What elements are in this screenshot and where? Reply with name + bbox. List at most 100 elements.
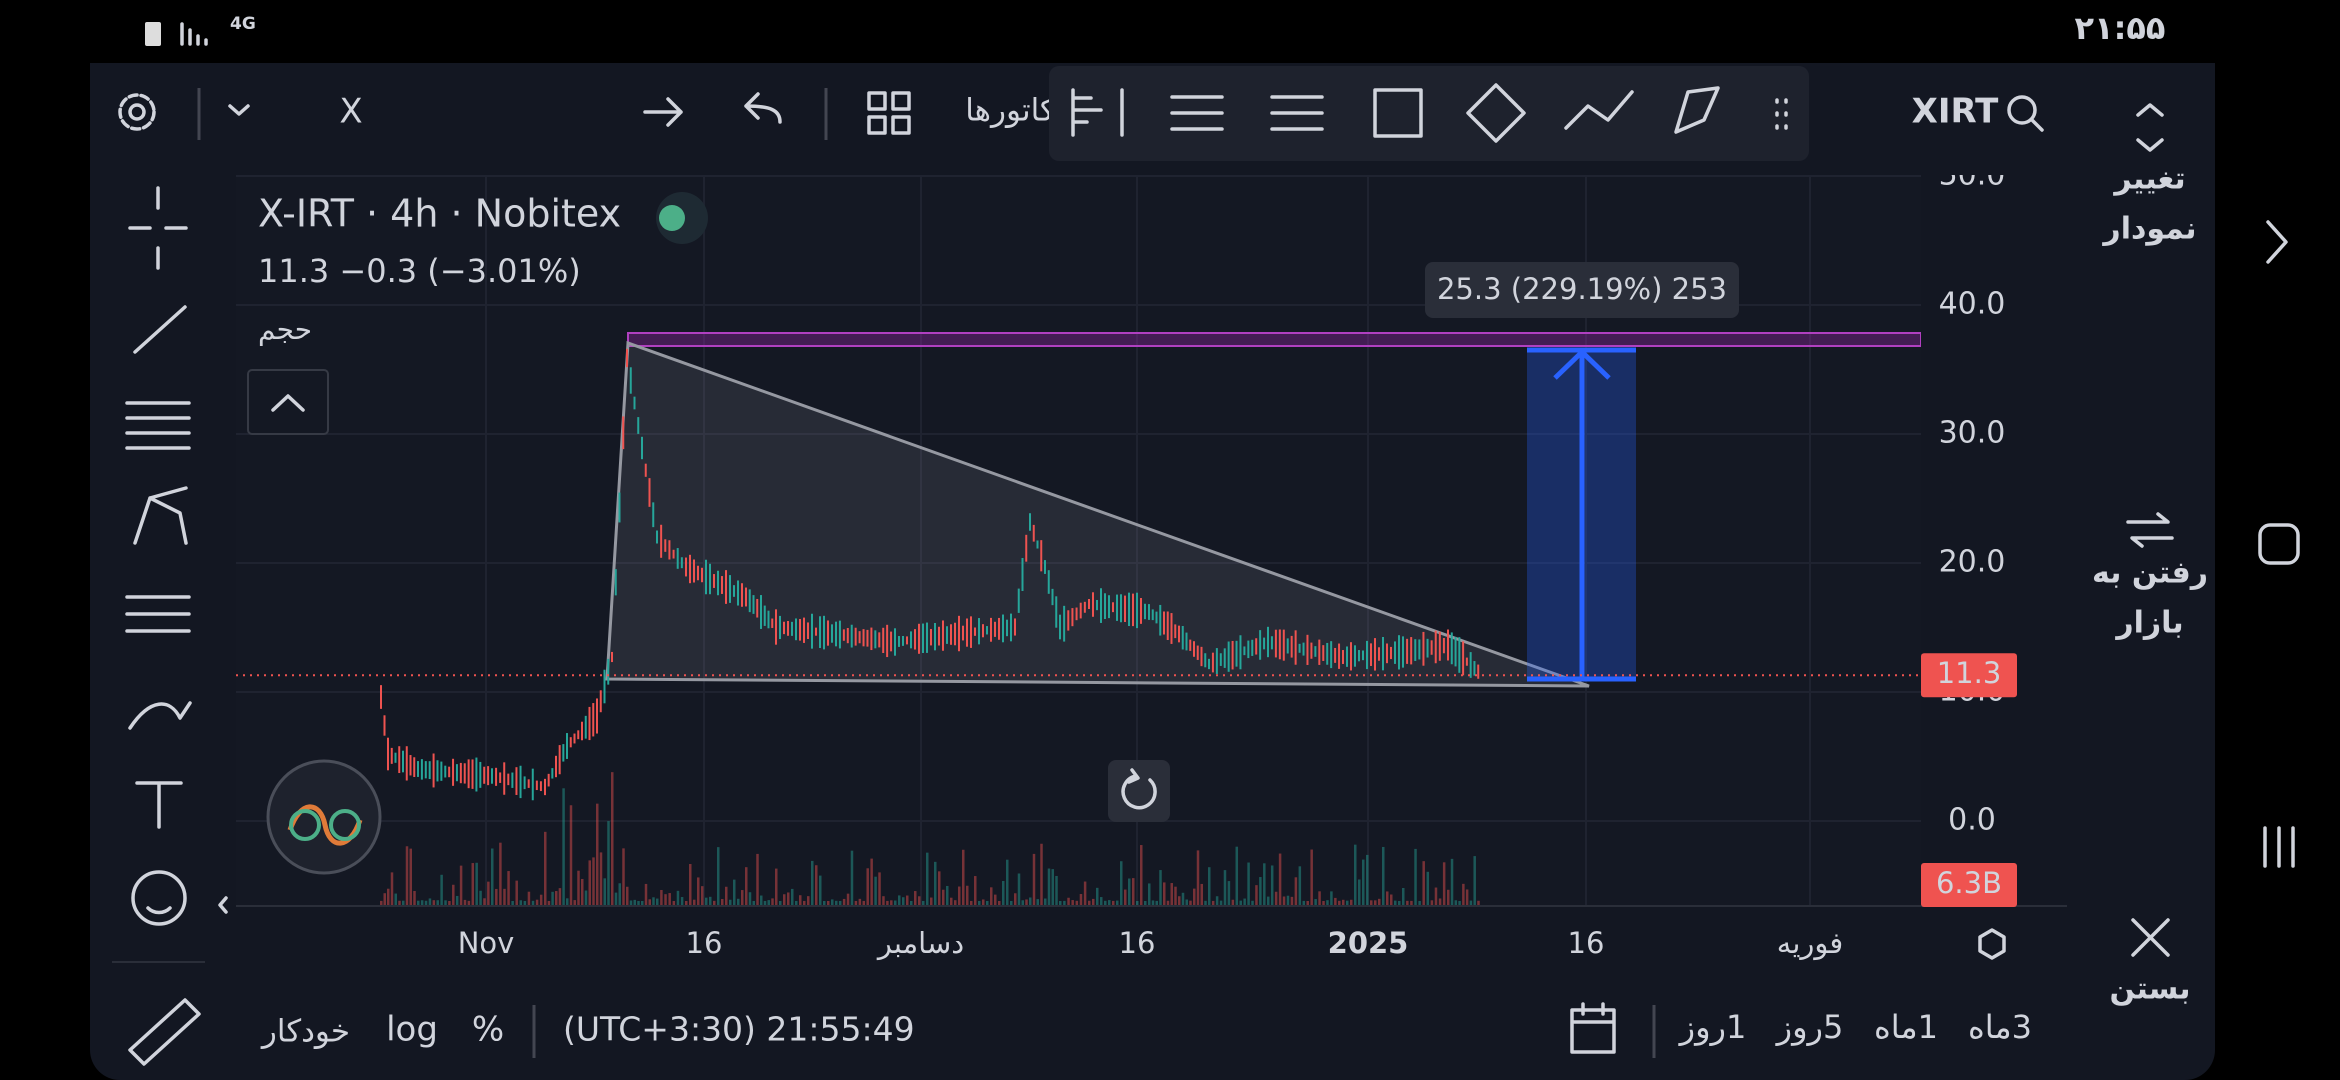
volume-bar <box>737 898 740 906</box>
volume-bar <box>1426 871 1430 906</box>
volume-bar <box>1215 896 1219 906</box>
collapse-button[interactable] <box>247 369 329 435</box>
volume-bar <box>752 900 755 906</box>
volume-bar <box>1163 882 1166 906</box>
volume-bar <box>547 901 551 906</box>
volume-bar <box>387 888 390 906</box>
volume-bar <box>846 893 850 906</box>
tool-icon[interactable] <box>1564 90 1634 130</box>
volume-bar <box>930 897 933 906</box>
layout-icon[interactable] <box>867 91 911 135</box>
dropdown-icon[interactable] <box>228 104 250 116</box>
nav-recents[interactable] <box>2263 826 2295 868</box>
side-label[interactable]: نمودار <box>2101 212 2196 247</box>
volume-bar <box>1223 870 1227 906</box>
tool-icon[interactable] <box>1270 95 1324 131</box>
volume-bar <box>409 848 412 906</box>
volume-bar <box>697 877 700 906</box>
tool-icon[interactable] <box>1170 95 1224 131</box>
volume-bar <box>1346 900 1349 906</box>
volume-bar <box>491 848 494 906</box>
change-chart-icon[interactable] <box>2136 103 2164 152</box>
volume-bar <box>551 891 554 906</box>
volume-bar <box>713 900 716 906</box>
volume-bar <box>1390 894 1393 906</box>
volume-bar <box>1036 899 1039 906</box>
redo-icon[interactable] <box>643 97 683 127</box>
volume-bar <box>1274 891 1278 906</box>
axis-settings-icon[interactable] <box>1978 928 2006 960</box>
indicators-button[interactable]: کاتورها <box>965 93 1055 129</box>
volume-bar <box>745 867 748 906</box>
side-label[interactable]: بازار <box>2114 606 2183 641</box>
line-tool[interactable] <box>133 305 187 354</box>
brush-tool[interactable] <box>128 701 192 730</box>
volume-label: حجم <box>258 313 312 346</box>
tool-icon[interactable] <box>1071 88 1124 137</box>
time-axis: Nov 16 دسامبر 16 2025 16 فوریه <box>458 926 1844 960</box>
measure-tooltip <box>1425 262 1739 318</box>
tool-icon[interactable] <box>1466 83 1526 143</box>
tool-icon[interactable] <box>1373 88 1423 138</box>
volume-bar <box>499 842 502 906</box>
volume-bar <box>641 900 644 906</box>
drag-handle[interactable] <box>1775 98 1788 130</box>
pattern-tool[interactable] <box>133 486 188 545</box>
symbol-short[interactable]: X <box>339 92 362 132</box>
volume-bar <box>870 858 873 906</box>
volume-bar <box>942 889 945 906</box>
volume-bar <box>771 898 774 906</box>
volume-bar <box>607 821 610 906</box>
ruler-tool[interactable] <box>128 998 201 1066</box>
volume-bar <box>858 898 862 906</box>
volume-bar <box>767 900 770 906</box>
log-scale[interactable]: log <box>386 1010 438 1050</box>
legend-quote: 11.3 −0.3 (−3.01%) <box>258 252 581 290</box>
search-symbol[interactable]: XIRT <box>1912 92 2000 132</box>
volume-bar <box>664 894 667 906</box>
side-label[interactable]: بستن <box>2109 972 2190 1007</box>
percent-scale[interactable]: % <box>472 1010 504 1050</box>
volume-bar <box>1454 900 1458 906</box>
expand-icon[interactable] <box>218 896 228 914</box>
emoji-tool[interactable] <box>131 870 187 926</box>
volume-bar <box>1259 877 1262 906</box>
market-icon[interactable] <box>2126 512 2174 548</box>
go-to-date[interactable] <box>1570 1002 1616 1054</box>
volume-bar <box>555 891 558 906</box>
volume-bar <box>1014 893 1017 906</box>
status-time: ۲۱:۵۵ <box>2075 9 2166 47</box>
volume-bar <box>656 898 659 906</box>
text-tool[interactable] <box>135 781 183 829</box>
settings-icon[interactable] <box>118 93 156 131</box>
volume-bar <box>760 895 763 906</box>
time-tick-label: Nov <box>458 926 515 960</box>
volume-bar <box>487 881 490 906</box>
side-label[interactable]: رفتن به <box>2092 556 2208 591</box>
volume-bar <box>831 899 834 906</box>
volume-bar <box>676 890 680 906</box>
volume-bar <box>1108 900 1111 906</box>
reset-button[interactable] <box>1108 760 1170 822</box>
crosshair-tool[interactable] <box>128 186 188 270</box>
tool-icon[interactable] <box>1674 86 1720 134</box>
nav-forward[interactable] <box>2266 220 2288 264</box>
projection-tool[interactable] <box>125 595 191 633</box>
side-label[interactable]: تغییر <box>2112 162 2185 197</box>
volume-bar <box>1219 900 1223 906</box>
search-icon[interactable] <box>2007 95 2037 125</box>
fib-tool[interactable] <box>125 401 191 450</box>
volume-bar <box>994 894 997 906</box>
undo-icon[interactable] <box>744 92 782 124</box>
volume-bar <box>544 831 547 906</box>
auto-scale[interactable]: خودکار <box>260 1014 350 1050</box>
volume-bar <box>495 888 498 906</box>
volume-bar <box>886 900 889 906</box>
volume-bar <box>436 900 439 906</box>
nav-home[interactable] <box>2258 523 2300 565</box>
volume-bar <box>1132 878 1135 906</box>
volume-bar <box>1051 869 1054 906</box>
volume-bar <box>1104 900 1107 906</box>
close-icon[interactable] <box>2131 918 2170 957</box>
range-button: 1روز <box>1678 1008 1747 1046</box>
